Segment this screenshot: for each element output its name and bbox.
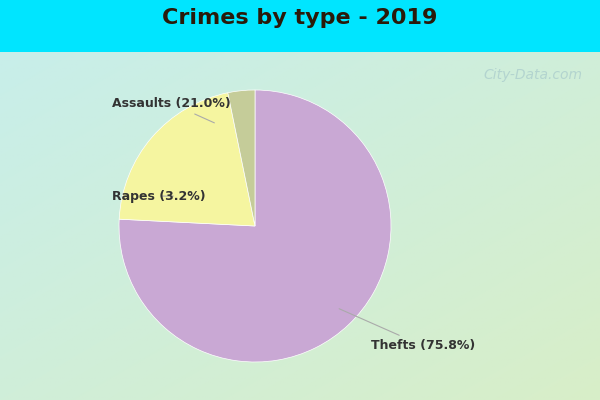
Text: City-Data.com: City-Data.com (483, 68, 582, 82)
Wedge shape (119, 93, 255, 226)
Text: Crimes by type - 2019: Crimes by type - 2019 (163, 8, 437, 28)
Text: Assaults (21.0%): Assaults (21.0%) (112, 97, 231, 123)
Text: Rapes (3.2%): Rapes (3.2%) (112, 190, 206, 202)
Wedge shape (119, 90, 391, 362)
Text: Thefts (75.8%): Thefts (75.8%) (339, 309, 475, 352)
Wedge shape (228, 90, 255, 226)
